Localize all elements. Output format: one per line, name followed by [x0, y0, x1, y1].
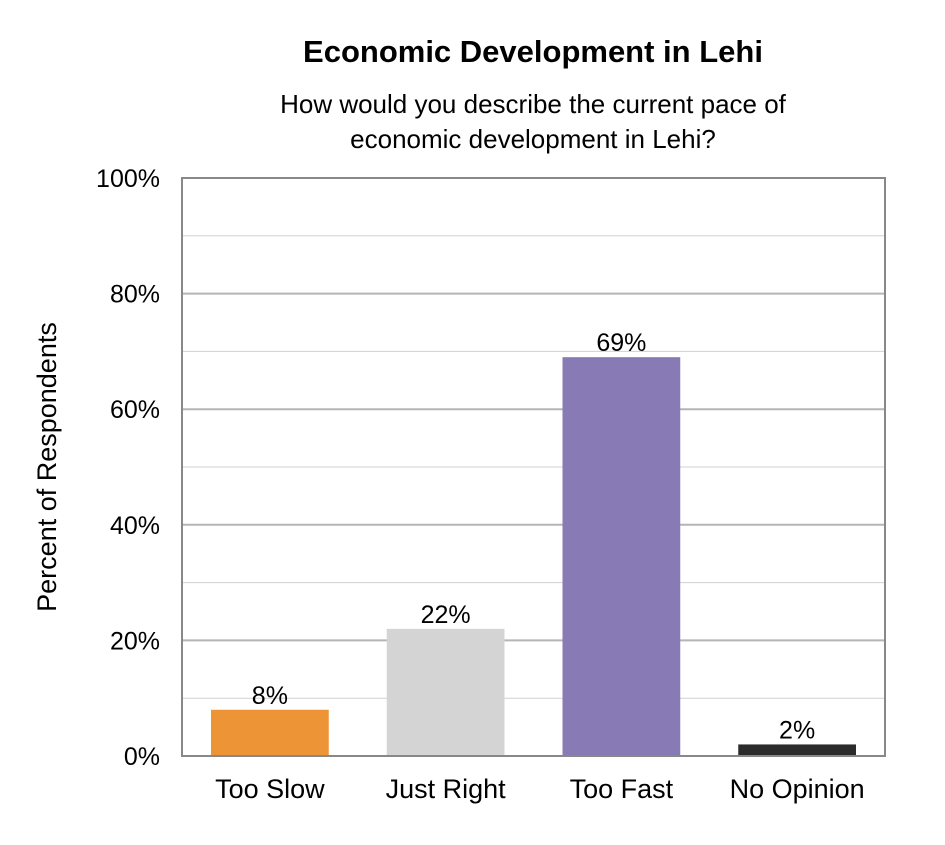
data-label: 22% — [421, 601, 471, 629]
chart-subtitle-line-1: How would you describe the current pace … — [280, 89, 787, 119]
x-category-label: Just Right — [386, 774, 507, 804]
y-tick-label: 40% — [110, 512, 160, 540]
data-label: 8% — [252, 682, 288, 710]
axes: 0% 20% 40% 60% 80% 100% Too Slow Just Right Too … — [96, 165, 886, 804]
data-labels: 8% 22% 69% 2% — [252, 329, 815, 744]
y-tick-label: 100% — [96, 165, 160, 193]
bar-too-slow — [210, 709, 329, 756]
chart-subtitle-line-2: economic development in Lehi? — [350, 124, 716, 154]
y-axis-label: Percent of Respondents — [32, 322, 62, 612]
x-category-label: No Opinion — [730, 774, 865, 804]
bar-too-fast — [562, 357, 681, 756]
y-tick-label: 80% — [110, 281, 160, 309]
chart-title: Economic Development in Lehi — [303, 34, 763, 69]
gridlines — [182, 177, 885, 699]
y-tick-label: 60% — [110, 396, 160, 424]
x-category-label: Too Fast — [570, 774, 674, 804]
x-category-label: Too Slow — [215, 774, 325, 804]
y-tick-label: 0% — [124, 743, 160, 771]
data-label: 2% — [779, 716, 815, 744]
bar-no-opinion — [738, 744, 857, 756]
bar-just-right — [386, 628, 505, 756]
data-label: 69% — [596, 329, 646, 357]
y-tick-label: 20% — [110, 627, 160, 655]
bars — [210, 357, 857, 756]
plot-frame — [181, 177, 886, 757]
